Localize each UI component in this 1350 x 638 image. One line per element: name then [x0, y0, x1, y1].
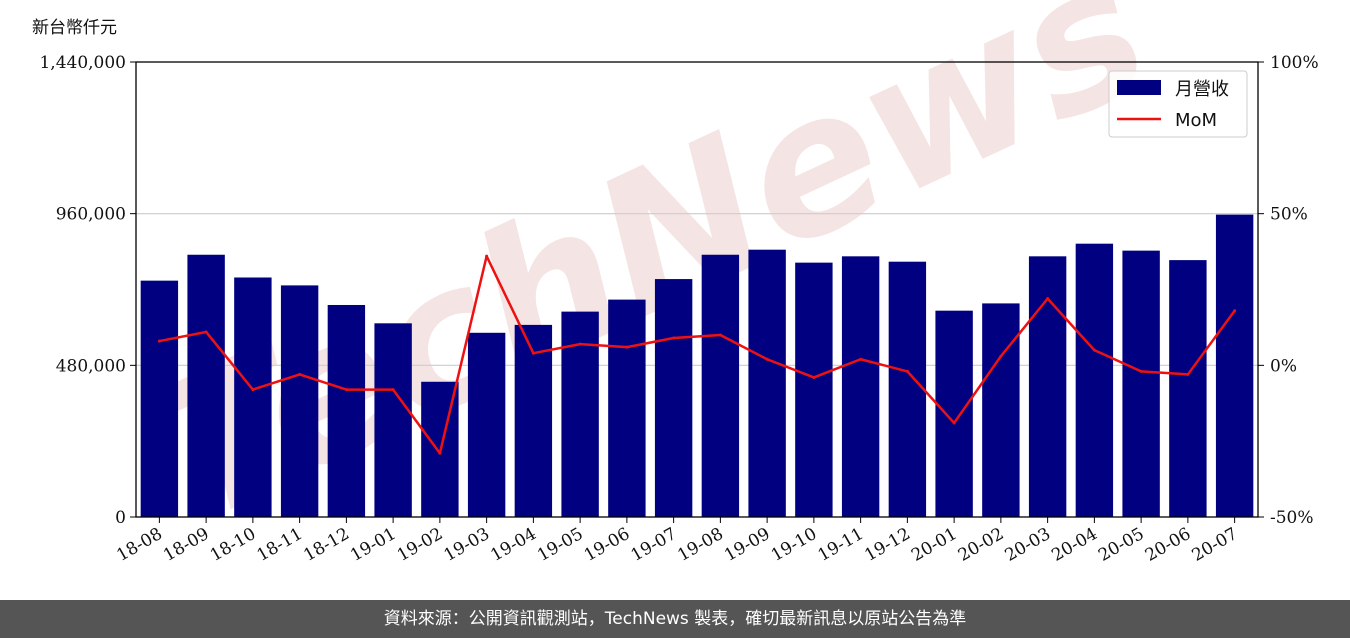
mom-point: [251, 388, 255, 392]
x-tick-label: 19-10: [768, 524, 820, 566]
x-tick-label: 20-05: [1095, 524, 1147, 566]
revenue-bar: [234, 277, 272, 517]
x-tick-label: 19-09: [721, 524, 773, 566]
y-left-tick-label: 480,000: [56, 356, 126, 376]
grid-lines: [136, 213, 1258, 366]
x-tick-label: 19-08: [674, 524, 726, 566]
mom-point: [578, 342, 582, 346]
mom-point: [344, 388, 348, 392]
x-tick-label: 19-03: [441, 524, 493, 566]
mom-point: [859, 357, 863, 361]
revenue-bar: [140, 280, 179, 517]
mom-point: [391, 388, 395, 392]
mom-point: [672, 336, 676, 340]
revenue-bar: [374, 323, 412, 517]
mom-point: [438, 451, 442, 455]
mom-point: [485, 254, 489, 258]
legend-label-revenue: 月營收: [1175, 79, 1229, 100]
mom-point: [999, 354, 1003, 358]
revenue-bar: [1122, 250, 1160, 517]
x-tick-label: 19-04: [487, 524, 539, 566]
x-tick-label: 20-07: [1189, 524, 1241, 566]
revenue-bar: [327, 304, 366, 517]
legend: 月營收 MoM: [1108, 70, 1248, 138]
mom-point: [1092, 348, 1096, 352]
x-tick-label: 18-12: [300, 524, 352, 566]
revenue-bar: [608, 299, 646, 517]
x-tick-label: 20-02: [955, 524, 1007, 566]
revenue-bar: [187, 254, 225, 518]
bars: [140, 214, 1254, 518]
x-tick-label: 19-05: [534, 524, 586, 566]
mom-point: [905, 369, 909, 373]
y-right-tick-label: 0%: [1270, 356, 1297, 376]
revenue-bar: [888, 261, 927, 517]
revenue-bar: [1028, 256, 1067, 517]
revenue-bar: [561, 311, 599, 517]
x-tick-label: 20-01: [908, 524, 960, 566]
x-tick-label: 19-01: [347, 524, 399, 566]
revenue-bar: [1169, 260, 1207, 517]
x-tick-label: 19-07: [628, 524, 680, 566]
revenue-bar: [795, 262, 833, 517]
mom-point: [765, 357, 769, 361]
mom-point: [718, 333, 722, 337]
x-tick-label: 19-11: [815, 524, 867, 566]
revenue-bar: [701, 254, 740, 518]
legend-label-mom: MoM: [1175, 110, 1217, 131]
x-tick-label: 20-03: [1002, 524, 1054, 566]
revenue-bar: [935, 310, 973, 517]
mom-point: [1046, 297, 1050, 301]
mom-polyline: [159, 254, 1236, 455]
x-tick-label: 19-06: [581, 524, 633, 566]
y-left-tick-label: 0: [115, 508, 126, 528]
revenue-bar: [654, 279, 693, 517]
y-right-tick-label: 50%: [1270, 205, 1308, 225]
mom-point: [531, 351, 535, 355]
revenue-bar: [748, 249, 786, 517]
revenue-bar: [982, 303, 1020, 517]
unit-label: 新台幣仟元: [32, 18, 117, 38]
x-tick-label: 18-08: [113, 524, 165, 566]
mom-point: [1186, 372, 1190, 376]
mom-point: [625, 345, 629, 349]
mom-point: [204, 330, 208, 334]
legend-bar-swatch: [1117, 80, 1161, 95]
x-tick-label: 19-12: [861, 524, 913, 566]
mom-point: [1233, 309, 1237, 313]
revenue-bar: [467, 332, 506, 517]
x-tick-label: 20-06: [1142, 524, 1194, 566]
y-left-tick-label: 960,000: [56, 205, 126, 225]
mom-point: [952, 421, 956, 425]
revenue-bar: [1075, 243, 1114, 517]
x-tick-label: 20-04: [1048, 524, 1100, 566]
mom-point: [157, 339, 161, 343]
mom-line: [157, 254, 1237, 455]
y-right-tick-label: 100%: [1270, 53, 1319, 73]
plot-frame: [135, 61, 1259, 518]
chart: TechNews 0480,000960,0001,440,000-50%0%5…: [32, 0, 1319, 566]
revenue-bar: [280, 285, 319, 517]
mom-point: [298, 372, 302, 376]
revenue-bar: [1215, 214, 1254, 518]
source-footer: 資料來源：公開資訊觀測站，TechNews 製表，確切最新訊息以原站公告為準: [0, 600, 1350, 638]
x-tick-label: 19-02: [394, 524, 446, 566]
revenue-bar: [514, 324, 553, 517]
mom-point: [1139, 369, 1143, 373]
y-left-tick-label: 1,440,000: [39, 53, 126, 73]
x-tick-label: 18-09: [160, 524, 212, 566]
mom-point: [812, 375, 816, 379]
y-right-tick-label: -50%: [1270, 508, 1314, 528]
revenue-bar: [841, 256, 880, 517]
